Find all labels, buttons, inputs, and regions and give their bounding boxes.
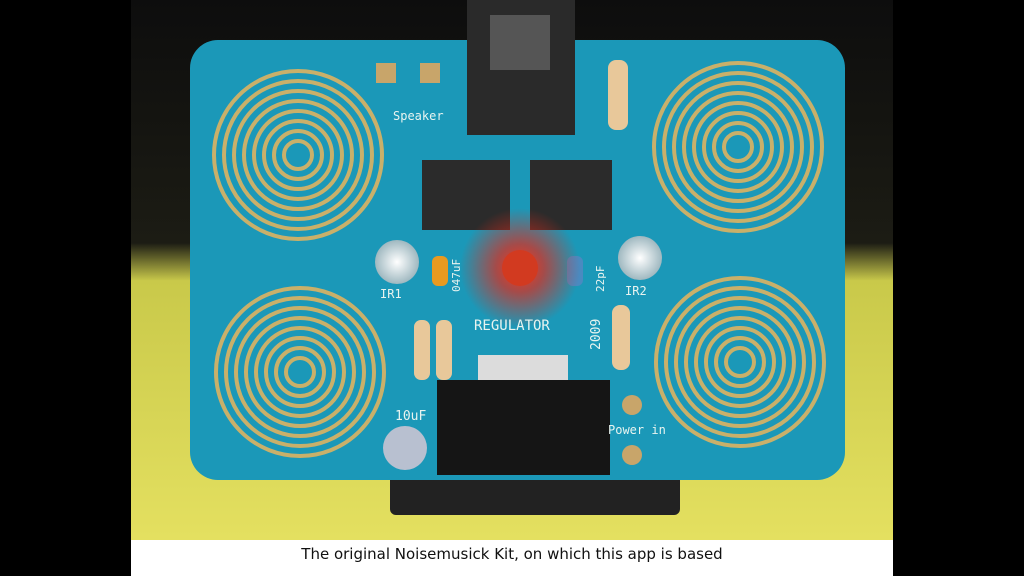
pad-ring <box>724 346 756 378</box>
pad-ring <box>224 296 376 448</box>
pad-ring <box>712 121 764 173</box>
pad <box>622 395 642 415</box>
ir-sensor <box>618 236 662 280</box>
pad <box>420 63 440 83</box>
pad-ring <box>232 89 364 221</box>
silkscreen: Speaker <box>393 109 444 123</box>
pad-ring <box>212 69 384 241</box>
battery <box>390 470 680 515</box>
pad-ring <box>254 326 346 418</box>
resistor <box>608 60 628 130</box>
silkscreen: Power in <box>608 423 666 437</box>
pad-ring <box>662 71 814 223</box>
pad <box>376 63 396 83</box>
pad-ring <box>222 79 374 231</box>
pad-ring <box>652 61 824 233</box>
pad-ring <box>672 81 804 213</box>
pad-ring <box>252 109 344 201</box>
silkscreen: REGULATOR <box>474 318 550 334</box>
pad-ring <box>214 286 386 458</box>
pad-ring <box>664 286 816 438</box>
pad-ring <box>684 306 796 418</box>
pad-ring <box>714 336 766 388</box>
caption: The original Noisemusick Kit, on which t… <box>131 540 893 576</box>
ir-sensor <box>375 240 419 284</box>
pad-ring <box>282 139 314 171</box>
touch-pads <box>212 61 826 458</box>
led <box>502 250 538 286</box>
pad-ring <box>694 316 786 408</box>
silkscreen: 047uF <box>450 259 463 292</box>
silkscreen: 2009 <box>589 319 604 350</box>
silkscreen: 10uF <box>395 409 426 424</box>
resistor <box>612 305 630 370</box>
silkscreen: 22pF <box>594 266 607 293</box>
regulator-switch <box>437 380 610 475</box>
pad-ring <box>682 91 794 203</box>
capacitor-10uf <box>383 426 427 470</box>
pad-ring <box>262 119 334 191</box>
pad-ring <box>284 356 316 388</box>
pad-ring <box>234 306 366 438</box>
pad-ring <box>274 346 326 398</box>
photo: Speaker IR1 IR2 REGULATOR 10uF Power in … <box>131 0 893 540</box>
silkscreen: IR1 <box>380 287 402 301</box>
pad-ring <box>242 99 354 211</box>
capacitor <box>432 256 448 286</box>
silkscreen: IR2 <box>625 284 647 298</box>
pad-ring <box>704 326 776 398</box>
pad-ring <box>692 101 784 193</box>
pad-ring <box>244 316 356 428</box>
pad-ring <box>674 296 806 428</box>
pad <box>622 445 642 465</box>
jack-socket <box>490 15 550 70</box>
resistor <box>414 320 430 380</box>
pad-ring <box>722 131 754 163</box>
pad-ring <box>654 276 826 448</box>
pad-ring <box>272 129 324 181</box>
pad-ring <box>264 336 336 408</box>
pad-ring <box>702 111 774 183</box>
resistor <box>436 320 452 380</box>
